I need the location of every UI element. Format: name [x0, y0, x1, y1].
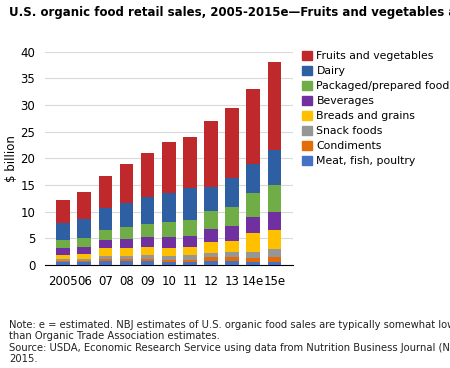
Bar: [141, 255, 154, 259]
Bar: [267, 212, 281, 230]
Bar: [225, 107, 239, 178]
Bar: [225, 257, 239, 261]
Bar: [141, 237, 154, 247]
Bar: [204, 261, 218, 265]
Bar: [99, 240, 112, 248]
Bar: [183, 255, 197, 260]
Bar: [247, 193, 260, 217]
Bar: [120, 163, 133, 202]
Bar: [120, 256, 133, 259]
Bar: [99, 176, 112, 208]
Bar: [247, 258, 260, 262]
Bar: [120, 261, 133, 265]
Bar: [267, 230, 281, 249]
Bar: [120, 259, 133, 261]
Bar: [225, 207, 239, 226]
Bar: [162, 262, 176, 265]
Bar: [141, 259, 154, 261]
Bar: [183, 247, 197, 255]
Bar: [141, 261, 154, 265]
Bar: [267, 262, 281, 265]
Y-axis label: $ billion: $ billion: [4, 135, 18, 182]
Bar: [183, 188, 197, 220]
Bar: [77, 262, 91, 265]
Bar: [183, 260, 197, 262]
Bar: [183, 262, 197, 265]
Bar: [56, 223, 70, 240]
Bar: [120, 202, 133, 227]
Bar: [99, 208, 112, 230]
Legend: Fruits and vegetables, Dairy, Packaged/prepared foods, Beverages, Breads and gra: Fruits and vegetables, Dairy, Packaged/p…: [302, 52, 450, 166]
Bar: [267, 185, 281, 212]
Bar: [162, 248, 176, 256]
Bar: [225, 261, 239, 265]
Bar: [267, 150, 281, 185]
Bar: [141, 224, 154, 237]
Bar: [56, 248, 70, 255]
Bar: [267, 249, 281, 257]
Bar: [162, 222, 176, 237]
Bar: [56, 261, 70, 262]
Bar: [247, 89, 260, 163]
Bar: [247, 233, 260, 252]
Bar: [77, 247, 91, 254]
Bar: [162, 256, 176, 260]
Bar: [141, 247, 154, 255]
Bar: [204, 253, 218, 258]
Bar: [99, 259, 112, 261]
Bar: [56, 255, 70, 259]
Bar: [225, 178, 239, 207]
Bar: [267, 62, 281, 150]
Bar: [141, 153, 154, 197]
Bar: [247, 217, 260, 233]
Bar: [77, 259, 91, 261]
Bar: [204, 121, 218, 187]
Bar: [267, 257, 281, 262]
Text: Note: e = estimated. NBJ estimates of U.S. organic food sales are typically some: Note: e = estimated. NBJ estimates of U.…: [9, 319, 450, 364]
Text: U.S. organic food retail sales, 2005-2015e—Fruits and vegetables are still the t: U.S. organic food retail sales, 2005-201…: [9, 6, 450, 18]
Bar: [183, 220, 197, 236]
Bar: [120, 239, 133, 248]
Bar: [77, 219, 91, 238]
Bar: [225, 226, 239, 241]
Bar: [77, 192, 91, 219]
Bar: [120, 248, 133, 256]
Bar: [162, 193, 176, 222]
Bar: [77, 238, 91, 247]
Bar: [162, 237, 176, 248]
Bar: [204, 211, 218, 229]
Bar: [183, 236, 197, 247]
Bar: [77, 261, 91, 262]
Bar: [247, 262, 260, 265]
Bar: [56, 259, 70, 261]
Bar: [99, 256, 112, 259]
Bar: [99, 230, 112, 240]
Bar: [99, 261, 112, 265]
Bar: [162, 142, 176, 193]
Bar: [225, 241, 239, 252]
Bar: [247, 252, 260, 258]
Bar: [204, 229, 218, 242]
Bar: [77, 254, 91, 259]
Bar: [56, 262, 70, 265]
Bar: [247, 163, 260, 193]
Bar: [162, 260, 176, 262]
Bar: [120, 227, 133, 239]
Bar: [183, 137, 197, 188]
Bar: [225, 252, 239, 257]
Bar: [56, 240, 70, 248]
Bar: [141, 197, 154, 224]
Bar: [204, 187, 218, 211]
Bar: [204, 258, 218, 261]
Bar: [204, 242, 218, 253]
Bar: [56, 200, 70, 223]
Bar: [99, 248, 112, 256]
